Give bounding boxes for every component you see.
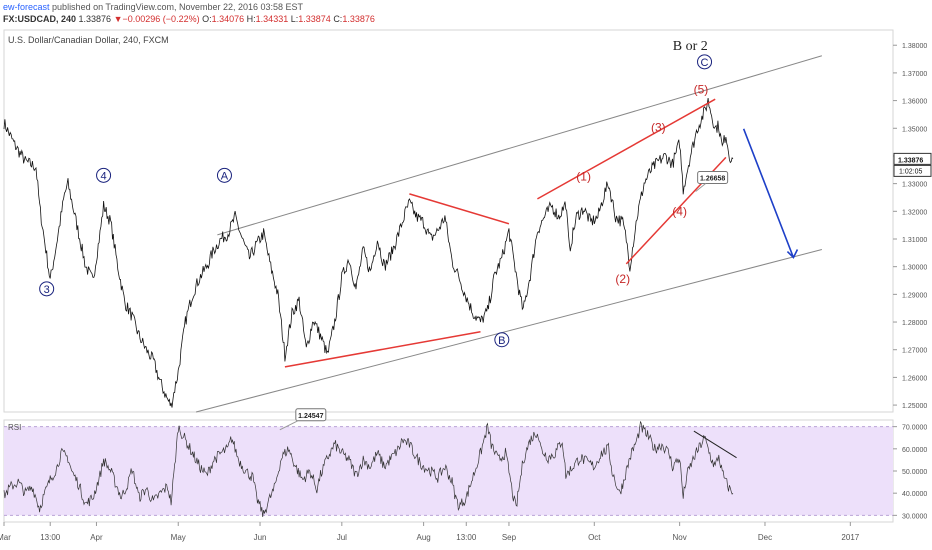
x-tick-label: Oct	[588, 533, 601, 542]
x-tick-label: 13:00	[456, 533, 477, 542]
published-text: published on TradingView.com, November 2…	[52, 2, 304, 12]
rsi-tick-label: 70.0000	[902, 425, 927, 432]
low-label: L:	[290, 14, 299, 24]
x-tick-label: Nov	[673, 533, 687, 542]
y-tick-label: 1.30000	[902, 265, 927, 272]
countdown-tag-text: 1:02:05	[899, 168, 922, 175]
publish-header: ew-forecast published on TradingView.com…	[3, 2, 303, 12]
rsi-divergence-line	[693, 430, 737, 459]
wave-circle	[216, 167, 232, 183]
y-tick-label: 1.37000	[902, 71, 927, 78]
countdown-tag	[893, 164, 932, 177]
open-label: O:	[202, 14, 212, 24]
low-value: 1.33874	[298, 14, 331, 24]
wave-label-red: (3)	[651, 120, 666, 134]
x-tick-label: 13:00	[40, 533, 61, 542]
rsi-tick-label: 30.0000	[902, 513, 927, 520]
y-tick-label: 1.36000	[902, 99, 927, 106]
price-callout-text: 1.24547	[298, 413, 323, 420]
y-tick-label: 1.25000	[902, 403, 927, 410]
rsi-tick-label: 60.0000	[902, 447, 927, 454]
callout-pointer	[695, 183, 706, 192]
rsi-tick-label: 40.0000	[902, 491, 927, 498]
x-tick-label: Mar	[0, 533, 11, 542]
channel-lower-line	[195, 249, 823, 413]
x-tick-label: Jun	[254, 533, 267, 542]
wave-label-red: (2)	[615, 272, 630, 286]
y-tick-label: 1.33000	[902, 182, 927, 189]
wave-label-blue: B	[498, 335, 505, 347]
x-tick-label: Apr	[90, 533, 103, 542]
channel-upper-line	[217, 55, 823, 236]
open-value: 1.34076	[211, 14, 245, 24]
diagonal-upper-line	[537, 98, 716, 200]
y-tick-label: 1.26000	[902, 375, 927, 382]
rsi-band	[4, 426, 893, 516]
wave-label-blue: 3	[44, 284, 50, 296]
price-callout-box	[697, 171, 729, 185]
wave-circle	[96, 167, 112, 183]
wave-label-blue: 4	[101, 170, 107, 182]
symbol-header: FX:USDCAD, 240 1.33876 ▼−0.00296 (−0.22%…	[3, 14, 375, 24]
close-label: C:	[333, 14, 343, 24]
wave-label-red: (4)	[672, 204, 687, 218]
high-value: 1.34331	[255, 14, 289, 24]
rsi-tick-label: 50.0000	[902, 469, 927, 476]
rsi-label: RSI	[8, 423, 21, 432]
last-price-tag	[893, 152, 932, 165]
price-callout-text: 1.26658	[700, 176, 725, 183]
wave-circle	[39, 281, 55, 297]
x-tick-label: May	[171, 533, 186, 542]
x-tick-label: Aug	[416, 533, 430, 542]
last-price: 1.33876	[78, 14, 112, 24]
price-change: −0.00296 (−0.22%)	[122, 14, 200, 24]
wave-label-blue: C	[701, 57, 709, 69]
x-tick-label: Jul	[337, 533, 347, 542]
down-arrow-icon: ▼	[113, 14, 123, 24]
high-label: H:	[246, 14, 256, 24]
callout-pointer	[279, 420, 299, 431]
wave-label-red: (5)	[694, 83, 709, 97]
y-tick-label: 1.38000	[902, 43, 927, 50]
y-tick-label: 1.31000	[902, 237, 927, 244]
wave-circle	[494, 332, 510, 348]
last-price-tag-text: 1.33876	[898, 157, 923, 164]
triangle-upper-line	[409, 193, 510, 225]
price-series	[3, 98, 734, 408]
symbol-name: FX:USDCAD, 240	[3, 14, 77, 24]
y-tick-label: 1.28000	[902, 320, 927, 327]
forecast-arrow	[742, 128, 799, 259]
close-value: 1.33876	[342, 14, 375, 24]
wave-label-blue: A	[221, 170, 229, 182]
rsi-series	[3, 421, 734, 518]
y-tick-label: 1.29000	[902, 292, 927, 299]
price-callout-box	[295, 408, 327, 422]
triangle-lower-line	[284, 330, 481, 368]
y-tick-label: 1.27000	[902, 348, 927, 355]
wave-main-label: B or 2	[673, 39, 708, 54]
x-tick-label: Dec	[758, 533, 772, 542]
y-tick-label: 1.35000	[902, 126, 927, 133]
x-tick-label: Sep	[502, 533, 517, 542]
wave-circle	[697, 54, 713, 70]
x-tick-label: 2017	[841, 533, 859, 542]
main-panel-border	[3, 29, 894, 413]
wave-label-red: (1)	[576, 170, 591, 184]
chart-title: U.S. Dollar/Canadian Dollar, 240, FXCM	[8, 35, 169, 45]
publisher-link[interactable]: ew-forecast	[3, 2, 50, 12]
y-tick-label: 1.32000	[902, 209, 927, 216]
